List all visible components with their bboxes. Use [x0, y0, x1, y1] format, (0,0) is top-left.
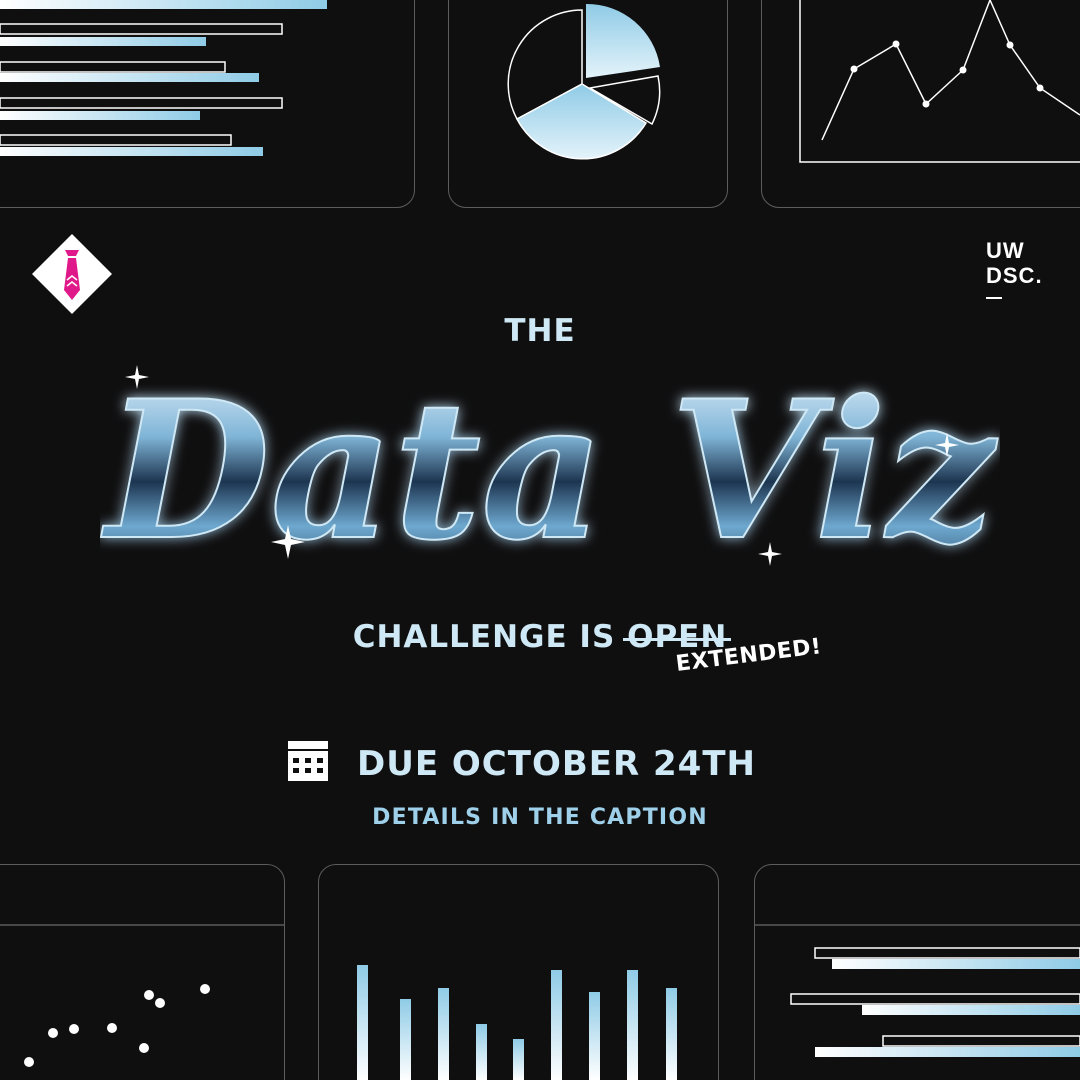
due-date-text: DUE OCTOBER 24TH: [357, 744, 756, 784]
bottom-right-bars: [790, 947, 1080, 1057]
tie-icon: [32, 234, 112, 314]
scatter-dots: [24, 984, 210, 1067]
title-text: Data Viz: [100, 359, 998, 582]
org-logo-dash: [986, 297, 1002, 299]
calendar-icon: [288, 741, 328, 781]
bar-chart-panel-top-left: [0, 0, 415, 208]
top-left-bars: [0, 0, 327, 156]
bar-chart-panel-bottom-right: [754, 864, 1080, 1080]
challenge-prefix: CHALLENGE IS: [352, 619, 628, 655]
details-text: DETAILS IN THE CAPTION: [372, 805, 708, 830]
line-chart-panel: [761, 0, 1080, 208]
pie-chart: [507, 3, 661, 160]
org-logo: UW DSC.: [986, 238, 1043, 299]
org-logo-line2: DSC.: [986, 263, 1043, 288]
column-chart-panel: [318, 864, 719, 1080]
sparkle-icon: [125, 365, 959, 566]
challenge-line: CHALLENGE IS OPEN: [0, 619, 1080, 655]
struck-word: OPEN: [627, 619, 728, 655]
scatter-panel: [0, 864, 285, 1080]
org-logo-line1: UW: [986, 238, 1025, 263]
column-bars: [357, 965, 677, 1080]
title-art: Data Viz: [100, 358, 1000, 583]
pie-chart-panel: [448, 0, 728, 208]
line-chart: [799, 0, 1080, 163]
kicker-text: THE: [504, 313, 576, 349]
